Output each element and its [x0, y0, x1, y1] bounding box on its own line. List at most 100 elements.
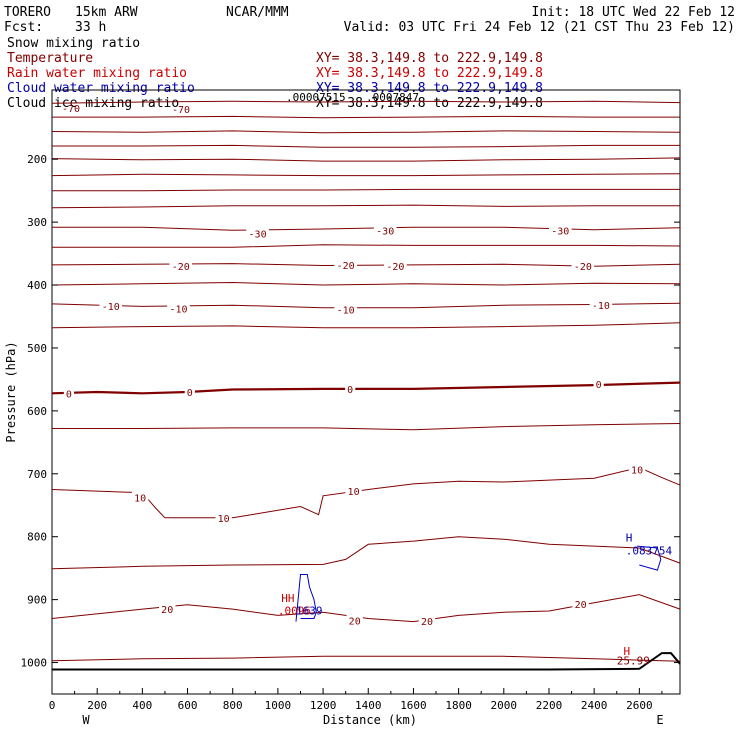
contour-label-bg	[548, 224, 572, 236]
contour-label-bg	[571, 260, 595, 272]
x-tick-label: 1400	[355, 699, 382, 712]
contour-label-bg	[246, 227, 269, 239]
x-tick-label: 1600	[400, 699, 427, 712]
contour-label-bg	[345, 382, 356, 394]
contour-label-bg	[334, 258, 357, 270]
field-name: Rain water mixing ratio	[7, 66, 187, 81]
contour-label: 10	[348, 487, 360, 498]
isotherm-line	[51, 281, 681, 286]
contour-label: -10	[337, 306, 355, 317]
plot-frame	[51, 89, 681, 695]
isotherm-line	[52, 188, 680, 192]
x-tick-label: 1200	[310, 699, 337, 712]
y-tick-label: 500	[27, 342, 47, 355]
corner-mark-1: -70	[62, 104, 80, 115]
contour-label: -30	[249, 229, 267, 240]
isotherm-line	[51, 100, 681, 104]
contour-label: 0	[187, 388, 193, 399]
contour-label-bg	[167, 302, 190, 314]
contour-labels: -30 -30 -30 -20 -20 -20 -20 -10 -10 -10 -10 0 0 0 0 10 1…	[63, 224, 646, 628]
isotherm-line	[52, 144, 680, 148]
field-xy-range: XY= 38.3,149.8 to 222.9,149.8	[316, 51, 543, 66]
plot-area: -30 -30 -30 -20 -20 -20 -20 -10 -10 -10 -10 0 0 0 0 10 1…	[51, 89, 681, 695]
isotherm-line	[51, 466, 681, 519]
y-tick-label: 200	[27, 153, 47, 166]
contour-label-bg	[334, 303, 357, 315]
x-tick-label: 2400	[581, 699, 608, 712]
y-tick-label: 900	[27, 594, 47, 607]
isotherm-line	[51, 381, 681, 395]
east-label: E	[656, 713, 663, 727]
field-xy-range: XY= 38.3,149.8 to 222.9,149.8	[316, 66, 543, 81]
contour-label-bg	[159, 603, 176, 615]
x-tick-label: 2200	[536, 699, 563, 712]
forecast-label: Fcst:	[4, 20, 43, 35]
contour-label: -10	[592, 301, 610, 312]
contour-label-bg	[384, 260, 407, 272]
contour-label-bg	[628, 463, 646, 475]
contour-label: 20	[161, 605, 173, 616]
y-tick-label: 600	[27, 405, 47, 418]
contour-label-bg	[99, 299, 123, 311]
extremum-marker: H	[626, 532, 633, 545]
contour-label: 0	[66, 389, 72, 400]
cloud-water-contour	[295, 574, 317, 622]
x-tick-label: 800	[223, 699, 243, 712]
contour-label: 10	[134, 494, 146, 505]
isotherm-line	[52, 423, 681, 431]
west-label: W	[82, 713, 90, 727]
extremum-marker: 1639	[296, 605, 323, 618]
y-tick-label: 800	[27, 531, 47, 544]
corner-mark-2: -70	[172, 105, 190, 116]
y-tick-label: 1000	[21, 657, 48, 670]
contour-label: 20	[421, 617, 433, 628]
contour-label: -20	[386, 262, 404, 273]
x-tick-label: 1800	[445, 699, 472, 712]
chart-header: TORERO 15km ARW NCAR/MMM Init: 18 UTC We…	[4, 5, 735, 35]
contour-label: 10	[218, 514, 230, 525]
field-name: Temperature	[7, 51, 93, 66]
isotherm-line	[51, 204, 680, 209]
isotherm-line	[52, 226, 681, 231]
contour-label-bg	[63, 387, 75, 399]
cloud-water-contour	[637, 545, 662, 571]
contour-label-bg	[131, 491, 149, 503]
y-axis-label: Pressure (hPa)	[4, 341, 18, 442]
field-name: Cloud ice mixing ratio	[7, 96, 179, 111]
contour-label-bg	[373, 224, 397, 236]
model-name: TORERO	[4, 5, 51, 20]
contour-label-bg	[418, 615, 436, 627]
overlapping-header-text: -70 -70 .00007515 .0007847	[62, 91, 419, 116]
x-tick-label: 600	[178, 699, 198, 712]
forecast-hour: 33 h	[75, 20, 106, 35]
contour-label: 20	[349, 616, 361, 627]
contour-label: 20	[575, 600, 587, 611]
contour-label: -30	[376, 226, 394, 237]
init-time: Init: 18 UTC Wed 22 Feb 12	[532, 5, 736, 20]
contour-label-bg	[572, 598, 589, 610]
isotherm-line	[52, 244, 681, 248]
contour-label-bg	[346, 614, 363, 626]
isotherm-line	[52, 115, 680, 119]
x-tick-label: 2600	[626, 699, 653, 712]
y-tick-label: 700	[27, 468, 47, 481]
agency-label: NCAR/MMM	[226, 5, 289, 20]
cloud-water-contours	[295, 545, 662, 622]
contour-label: -10	[169, 304, 187, 315]
isotherm-line	[51, 130, 681, 134]
field-xy-range: XY= 38.3,149.8 to 222.9,149.8	[316, 96, 543, 111]
contour-label: 10	[631, 465, 643, 476]
contour-label: -20	[337, 261, 355, 272]
y-tick-label: 300	[27, 216, 47, 229]
field-name: Cloud water mixing ratio	[7, 81, 195, 96]
isotherm-line	[51, 536, 681, 570]
contour-label: 0	[596, 380, 602, 391]
contour-label: -30	[551, 226, 569, 237]
qv-value-2: .0007847	[366, 91, 419, 104]
contour-label: -10	[102, 302, 120, 313]
contour-label: -20	[172, 262, 190, 273]
isotherm-line	[51, 655, 681, 662]
